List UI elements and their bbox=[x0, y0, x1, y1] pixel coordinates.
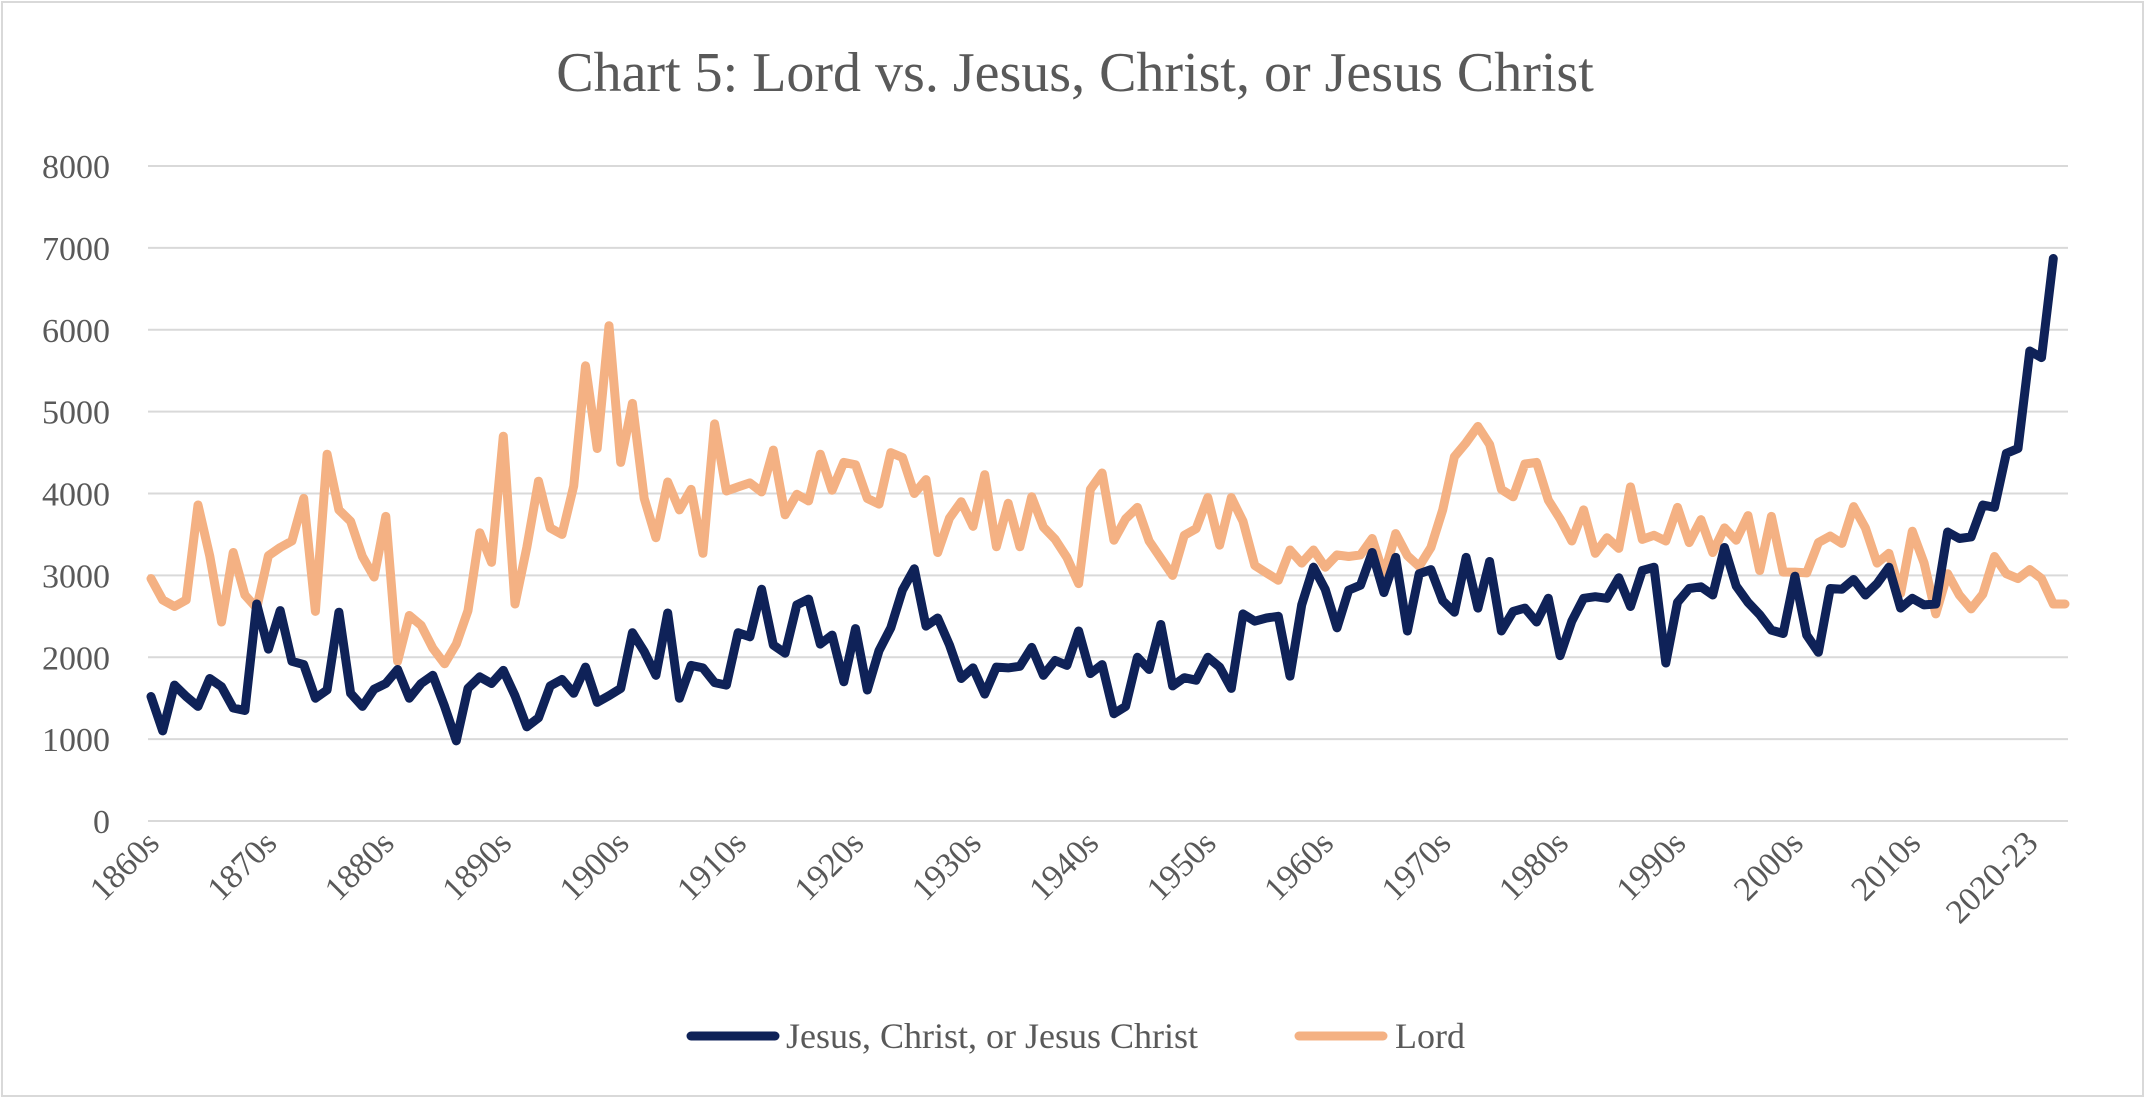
x-tick-label: 2010s bbox=[1844, 824, 1928, 908]
legend-label: Lord bbox=[1395, 1016, 1465, 1056]
y-tick-label: 7000 bbox=[42, 231, 110, 268]
y-tick-label: 6000 bbox=[42, 313, 110, 350]
x-tick-label: 1880s bbox=[318, 824, 402, 908]
series-line-jesus-christ bbox=[146, 254, 2058, 746]
y-tick-label: 2000 bbox=[42, 640, 110, 677]
x-tick-label: 1960s bbox=[1257, 824, 1341, 908]
y-tick-label: 1000 bbox=[42, 722, 110, 759]
line-chart: Chart 5: Lord vs. Jesus, Christ, or Jesu… bbox=[42, 42, 2070, 1056]
series-lines bbox=[146, 254, 2070, 746]
y-tick-label: 5000 bbox=[42, 395, 110, 432]
x-tick-label: 1980s bbox=[1492, 824, 1576, 908]
x-tick-label: 1900s bbox=[553, 824, 637, 908]
x-tick-label: 1970s bbox=[1375, 824, 1459, 908]
x-tick-label: 2020-23 bbox=[1939, 824, 2045, 930]
x-tick-label: 1920s bbox=[788, 824, 872, 908]
x-tick-label: 1910s bbox=[670, 824, 754, 908]
x-tick-label: 1990s bbox=[1610, 824, 1694, 908]
x-tick-label: 1950s bbox=[1140, 824, 1224, 908]
x-tick-label: 2000s bbox=[1727, 824, 1811, 908]
legend-label: Jesus, Christ, or Jesus Christ bbox=[786, 1016, 1198, 1056]
y-tick-label: 0 bbox=[93, 804, 110, 841]
x-tick-label: 1890s bbox=[435, 824, 519, 908]
y-axis-labels: 0 1000 2000 3000 4000 5000 6000 7000 8000 bbox=[42, 149, 110, 841]
y-tick-label: 3000 bbox=[42, 558, 110, 595]
x-tick-label: 1930s bbox=[905, 824, 989, 908]
x-tick-label: 1940s bbox=[1022, 824, 1106, 908]
chart-title: Chart 5: Lord vs. Jesus, Christ, or Jesu… bbox=[556, 42, 1594, 104]
legend: Jesus, Christ, or Jesus Christ Lord bbox=[686, 1016, 1465, 1056]
x-tick-label: 1870s bbox=[200, 824, 284, 908]
x-axis-labels: 1860s 1870s 1880s 1890s 1900s 1910s 1920s 1930s… bbox=[83, 824, 2045, 930]
y-tick-label: 8000 bbox=[42, 149, 110, 186]
series-line-lord bbox=[146, 321, 2070, 669]
y-tick-label: 4000 bbox=[42, 477, 110, 514]
